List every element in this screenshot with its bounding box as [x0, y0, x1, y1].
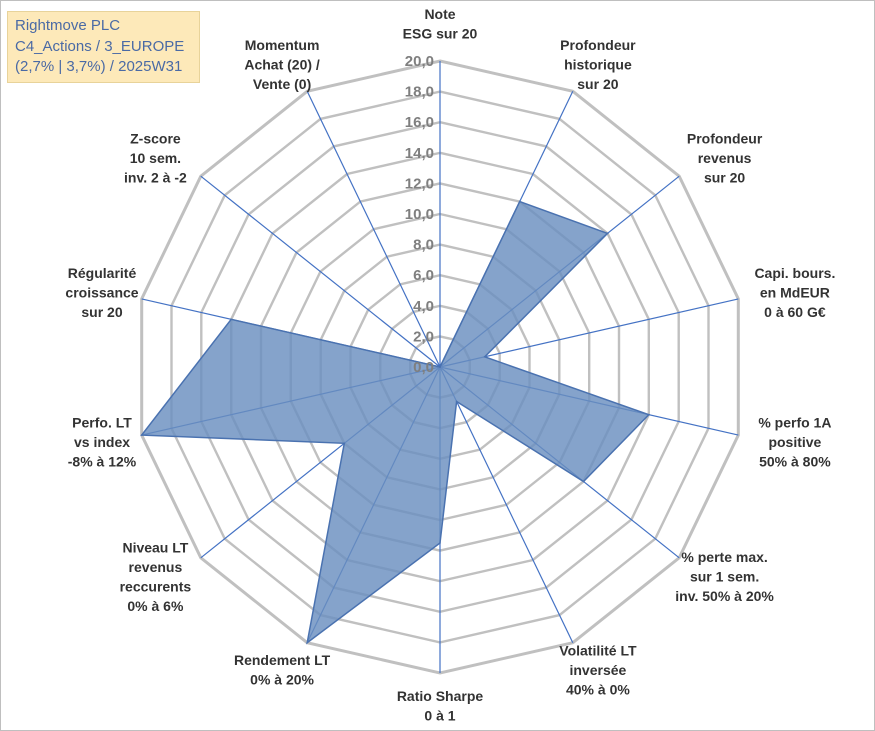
radar-axis-labels: Note ESG sur 20 Profondeur historique sur 20…: [65, 6, 835, 724]
data-point-8: [439, 542, 441, 544]
axis-label-13-line-3: inv. 2 à -2: [124, 169, 187, 185]
axis-label-3-line-1: Profondeur: [687, 130, 763, 146]
axis-label-9: Rendement LT 0% à 20%: [234, 652, 331, 688]
axis-label-7-line-3: 40% à 0%: [566, 682, 630, 698]
axis-spoke-14: [306, 91, 441, 368]
axis-label-13-line-1: Z-score: [130, 130, 181, 146]
chart-title-box: Rightmove PLC C4_Actions / 3_EUROPE (2,7…: [7, 11, 200, 83]
chart-title-company: Rightmove PLC: [15, 17, 121, 34]
axis-label-14-line-3: Vente (0): [253, 76, 311, 92]
data-point-14: [439, 366, 441, 368]
axis-label-4-line-1: Capi. bours.: [754, 265, 835, 281]
axis-label-12: Régularité croissance sur 20: [65, 265, 138, 320]
tick-label-3: 6,0: [413, 267, 434, 284]
axis-label-14-line-1: Momentum: [245, 37, 320, 53]
axis-label-4: Capi. bours. en MdEUR 0 à 60 G€: [754, 265, 835, 320]
axis-label-5-line-1: % perfo 1A: [758, 415, 831, 431]
axis-label-3-line-2: revenus: [698, 150, 752, 166]
axis-label-3-line-3: sur 20: [704, 169, 745, 185]
axis-label-4-line-3: 0 à 60 G€: [764, 304, 826, 320]
axis-label-7: Volatilité LT inversée 40% à 0%: [559, 643, 637, 698]
data-point-9: [306, 641, 309, 644]
axis-label-14: Momentum Achat (20) / Vente (0): [244, 37, 320, 92]
data-point-5: [648, 413, 650, 416]
axis-label-11: Perfo. LT vs index -8% à 12%: [68, 415, 137, 470]
axis-label-13: Z-score 10 sem. inv. 2 à -2: [124, 130, 187, 185]
tick-label-6: 12,0: [405, 175, 434, 192]
axis-label-8: Ratio Sharpe 0 à 1: [397, 688, 484, 724]
axis-label-14-line-2: Achat (20) /: [244, 57, 320, 73]
axis-spoke-4: [439, 298, 739, 368]
axis-label-11-line-1: Perfo. LT: [72, 415, 132, 431]
tick-label-8: 16,0: [405, 114, 434, 131]
axis-label-7-line-2: inversée: [569, 662, 626, 678]
axis-label-13-line-2: 10 sem.: [130, 150, 181, 166]
tick-label-4: 8,0: [413, 237, 434, 254]
axis-label-9-line-2: 0% à 20%: [250, 672, 314, 688]
radar-tick-labels: 0,0 2,0 4,0 6,0 8,0 10,0 12,0 14,0 16,0 18,0 20,0: [405, 53, 434, 376]
axis-label-3: Profondeur revenus sur 20: [687, 130, 763, 185]
data-point-6: [582, 480, 585, 483]
axis-spoke-7: [439, 366, 574, 643]
chart-title-category: C4_Actions / 3_EUROPE: [15, 37, 185, 55]
axis-label-2-line-2: historique: [564, 57, 632, 73]
data-point-7: [455, 400, 458, 403]
axis-label-2: Profondeur historique sur 20: [560, 37, 636, 92]
axis-label-12-line-1: Régularité: [68, 265, 137, 281]
data-point-4: [483, 356, 486, 358]
axis-label-8-line-2: 0 à 1: [424, 708, 455, 724]
tick-label-7: 14,0: [405, 145, 434, 162]
data-point-12: [230, 318, 232, 321]
tick-label-10: 20,0: [405, 53, 434, 70]
chart-title-period: (2,7% | 3,7%) / 2025W31: [15, 58, 183, 75]
axis-label-12-line-2: croissance: [65, 285, 138, 301]
axis-label-5-line-3: 50% à 80%: [759, 454, 831, 470]
data-point-2: [518, 200, 521, 203]
axis-label-6-line-3: inv. 50% à 20%: [675, 588, 774, 604]
axis-label-5: % perfo 1A positive 50% à 80%: [758, 415, 831, 470]
data-point-11: [140, 434, 143, 436]
axis-label-7-line-1: Volatilité LT: [559, 643, 637, 659]
tick-label-2: 4,0: [413, 298, 434, 315]
axis-label-11-line-3: -8% à 12%: [68, 454, 137, 470]
axis-label-12-line-3: sur 20: [81, 304, 122, 320]
axis-label-2-line-1: Profondeur: [560, 37, 636, 53]
tick-label-5: 10,0: [405, 206, 434, 223]
tick-label-1: 2,0: [413, 328, 434, 345]
axis-label-6-line-2: sur 1 sem.: [690, 569, 759, 585]
axis-label-10: Niveau LT revenus reccurents 0% à 6%: [120, 540, 192, 615]
axis-label-2-line-3: sur 20: [577, 76, 618, 92]
axis-label-11-line-2: vs index: [74, 434, 130, 450]
axis-label-4-line-2: en MdEUR: [760, 285, 830, 301]
axis-label-1-line-1: Note: [424, 6, 455, 22]
axis-label-9-line-1: Rendement LT: [234, 652, 331, 668]
radar-series: [140, 200, 651, 645]
axis-label-8-line-1: Ratio Sharpe: [397, 688, 484, 704]
data-point-3: [606, 232, 609, 235]
tick-label-9: 18,0: [405, 84, 434, 101]
axis-label-10-line-3: reccurents: [120, 579, 192, 595]
data-point-10: [343, 442, 346, 445]
axis-label-1: Note ESG sur 20: [403, 6, 478, 42]
axis-label-10-line-4: 0% à 6%: [127, 598, 184, 614]
axis-label-5-line-2: positive: [768, 434, 821, 450]
axis-label-6-line-1: % perte max.: [681, 549, 767, 565]
data-series-polygon: [140, 200, 651, 645]
axis-label-10-line-1: Niveau LT: [122, 540, 188, 556]
axis-label-1-line-2: ESG sur 20: [403, 26, 478, 42]
tick-label-0: 0,0: [413, 359, 434, 376]
axis-label-6: % perte max. sur 1 sem. inv. 50% à 20%: [675, 549, 774, 604]
axis-spoke-13: [200, 175, 441, 368]
axis-label-10-line-2: revenus: [129, 559, 183, 575]
